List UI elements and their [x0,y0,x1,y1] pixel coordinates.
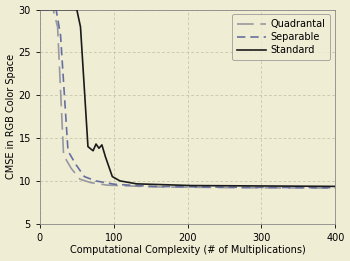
Standard [72,8,76,11]
Quadrantal [90,181,94,184]
Quadrantal [72,171,76,174]
Standard [333,185,337,188]
Quadrantal [327,187,331,190]
Standard [327,185,331,188]
Standard [296,185,300,188]
Separable [296,186,300,189]
Separable [327,186,331,189]
Quadrantal [296,186,300,189]
Separable [72,160,76,163]
Separable [38,8,43,11]
Standard [152,183,156,186]
Y-axis label: CMSE in RGB Color Space: CMSE in RGB Color Space [6,54,15,179]
Legend: Quadrantal, Separable, Standard: Quadrantal, Separable, Standard [232,14,330,60]
Standard [38,8,43,11]
Standard [90,148,94,151]
Quadrantal [152,185,156,188]
Quadrantal [164,185,168,188]
Quadrantal [333,187,337,190]
X-axis label: Computational Complexity (# of Multiplications): Computational Complexity (# of Multiplic… [70,245,306,256]
Line: Separable: Separable [41,10,335,188]
Separable [90,178,94,181]
Separable [333,186,337,189]
Line: Quadrantal: Quadrantal [41,10,335,188]
Separable [164,185,168,188]
Standard [164,183,168,186]
Line: Standard: Standard [41,10,335,186]
Quadrantal [38,8,43,11]
Separable [152,185,156,188]
